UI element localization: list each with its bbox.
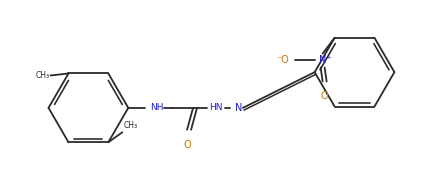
Text: O: O xyxy=(183,140,190,150)
Text: CH₃: CH₃ xyxy=(35,71,49,80)
Text: N⁺: N⁺ xyxy=(318,55,331,65)
Text: NH: NH xyxy=(150,103,163,112)
Text: ⁻O: ⁻O xyxy=(275,55,288,65)
Text: HN: HN xyxy=(208,103,222,112)
Text: CH₃: CH₃ xyxy=(123,121,137,130)
Text: O: O xyxy=(320,91,328,101)
Text: N: N xyxy=(234,103,242,113)
